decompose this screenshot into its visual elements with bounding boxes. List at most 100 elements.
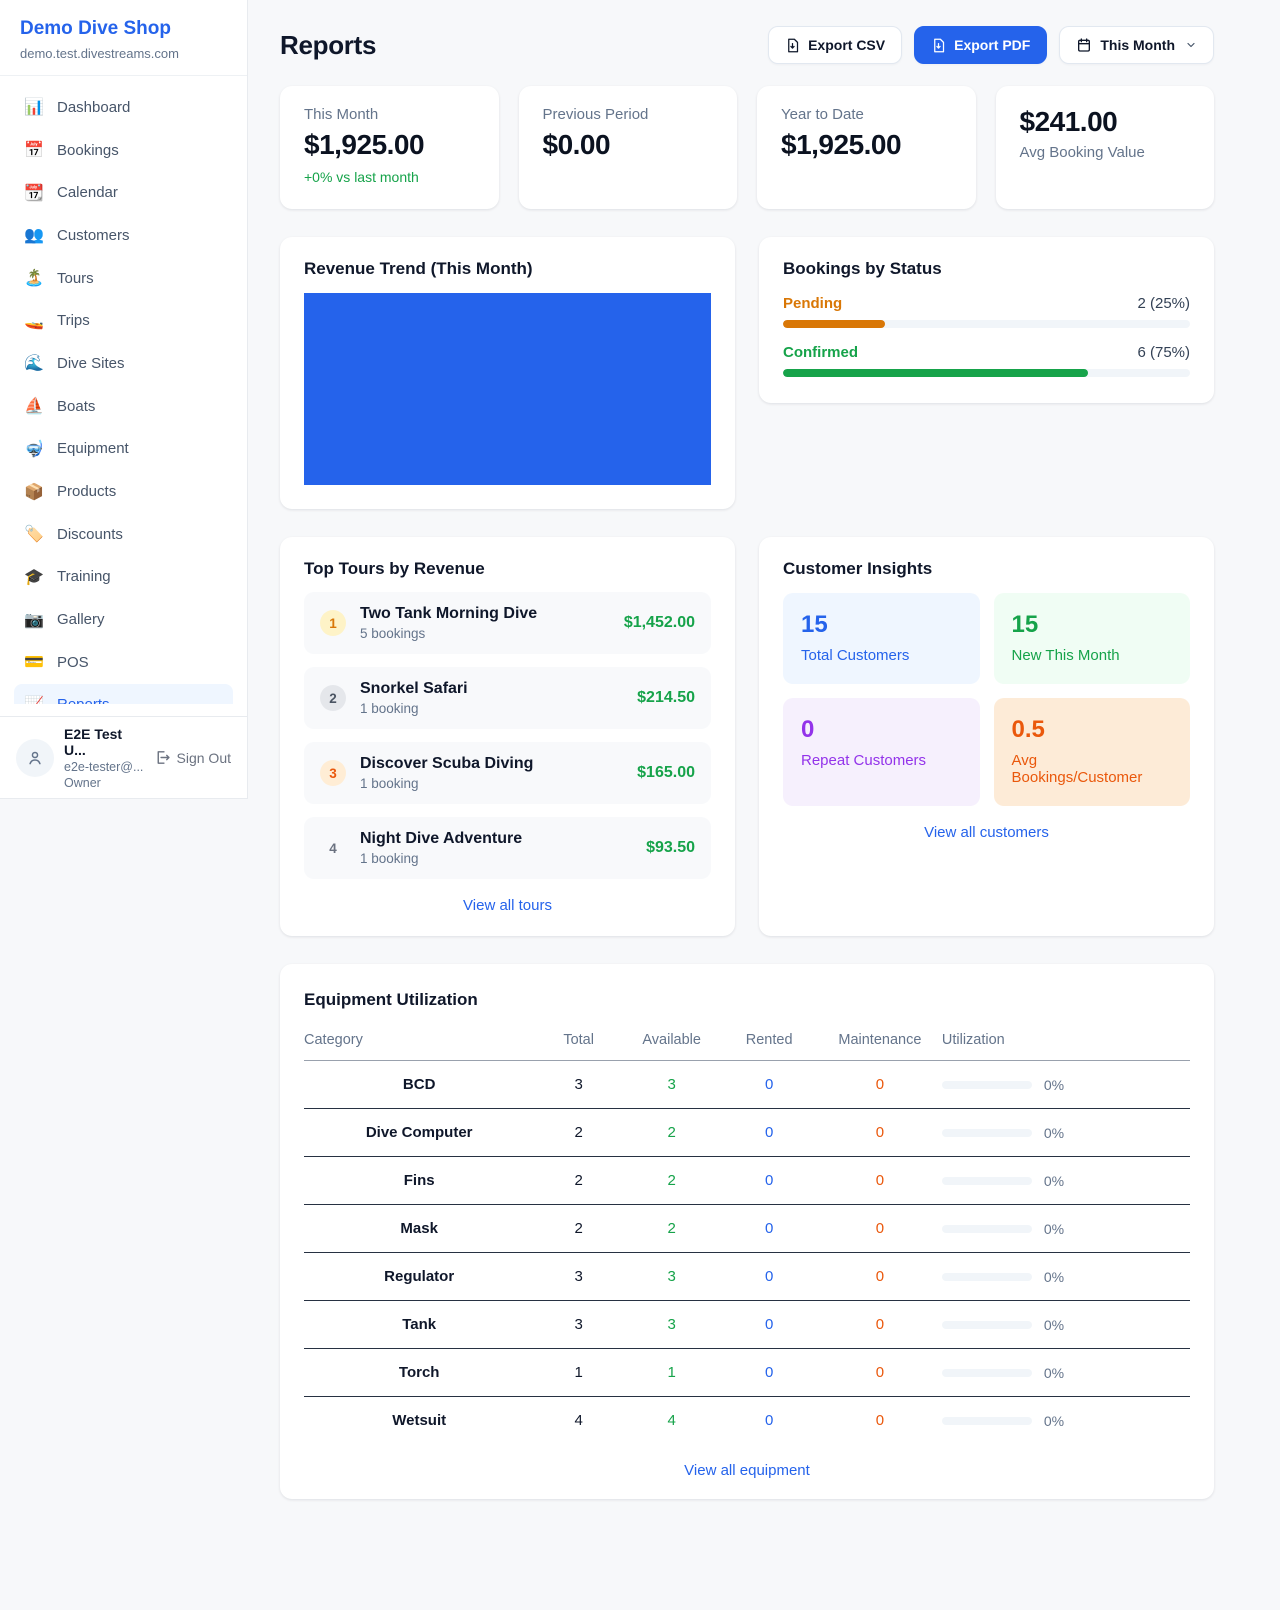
cell-rented: 0	[720, 1348, 818, 1397]
user-meta: E2E Test U... e2e-tester@... Owner	[64, 726, 144, 790]
tour-name: Night Dive Adventure	[360, 830, 523, 847]
page-header: Reports Export CSV Export PDF This Month	[280, 26, 1214, 64]
top-tours-title: Top Tours by Revenue	[304, 559, 485, 578]
sidebar-item-dive-sites[interactable]: 🌊 Dive Sites	[14, 342, 233, 385]
cell-available: 2	[622, 1156, 721, 1205]
cell-maintenance: 0	[817, 1156, 942, 1205]
sidebar-item-equipment[interactable]: 🤿 Equipment	[14, 428, 233, 471]
sidebar-item-discounts[interactable]: 🏷️ Discounts	[14, 513, 233, 556]
cell-available: 2	[622, 1108, 721, 1157]
equipment-utilization-title: Equipment Utilization	[304, 990, 478, 1009]
tile-value: 0.5	[1011, 716, 1045, 743]
sidebar-item-reports[interactable]: 📈 Reports	[14, 683, 233, 704]
sidebar-item-tours[interactable]: 🏝️ Tours	[14, 257, 233, 300]
utilization-bar	[941, 1272, 1032, 1281]
view-all-equipment-link[interactable]: View all equipment	[684, 1462, 810, 1479]
tour-revenue: $93.50	[646, 839, 695, 856]
stat-delta: +0% vs last month	[304, 169, 419, 185]
tour-name: Two Tank Morning Dive	[360, 605, 538, 622]
insight-tiles: 15 Total Customers 15 New This Month 0 R…	[783, 593, 1190, 806]
table-header-row: Category Total Available Rented Maintena…	[304, 1026, 1190, 1061]
utilization-bar	[941, 1128, 1032, 1137]
cell-available: 2	[622, 1204, 721, 1253]
sidebar-item-gallery[interactable]: 📷 Gallery	[14, 598, 233, 641]
cell-category: BCD	[304, 1060, 535, 1109]
sidebar-item-label: Equipment	[57, 440, 129, 458]
cell-total: 3	[534, 1300, 623, 1349]
file-icon	[934, 38, 945, 52]
sidebar-item-label: Tours	[57, 269, 94, 287]
stat-card-this-month: This Month $1,925.00 +0% vs last month	[280, 86, 499, 209]
sidebar-user-panel: E2E Test U... e2e-tester@... Owner Sign …	[0, 716, 247, 798]
stat-card-previous-period: Previous Period $0.00	[518, 86, 737, 209]
stat-value: $1,925.00	[781, 129, 902, 160]
table-row: Wetsuit 4 4 0 0 0%	[304, 1397, 1190, 1445]
avatar	[16, 738, 54, 777]
col-total: Total	[534, 1026, 623, 1061]
calendar-icon	[1078, 38, 1091, 52]
tile-value: 15	[801, 611, 828, 638]
cell-total: 2	[534, 1156, 623, 1205]
calendar-icon: 📆	[24, 184, 44, 202]
cell-category: Mask	[304, 1204, 535, 1253]
tag-icon: 🏷️	[24, 526, 44, 544]
rank-badge: 1	[320, 610, 346, 636]
status-count: 2 (25%)	[1137, 295, 1190, 312]
rank-badge: 2	[320, 685, 346, 711]
sidebar-item-training[interactable]: 🎓 Training	[14, 556, 233, 599]
sidebar-item-customers[interactable]: 👥 Customers	[14, 214, 233, 257]
utilization-bar	[941, 1368, 1032, 1377]
view-all-customers-link[interactable]: View all customers	[924, 824, 1049, 841]
stat-value: $241.00	[1019, 106, 1118, 137]
cell-total: 1	[534, 1348, 623, 1397]
user-email: e2e-tester@...	[64, 759, 144, 774]
progress-track	[783, 369, 1190, 377]
view-all-tours-link[interactable]: View all tours	[463, 897, 552, 914]
sidebar-item-products[interactable]: 📦 Products	[14, 470, 233, 513]
sidebar-item-label: Dive Sites	[57, 354, 125, 372]
tile-value: 15	[1011, 611, 1039, 638]
status-label: Pending	[783, 295, 843, 312]
export-pdf-button[interactable]: Export PDF	[914, 26, 1048, 64]
sidebar-item-dashboard[interactable]: 📊 Dashboard	[14, 86, 233, 129]
tile-label: Total Customers	[801, 647, 910, 664]
bookings-by-status-title: Bookings by Status	[783, 259, 942, 278]
export-csv-button[interactable]: Export CSV	[768, 26, 903, 64]
col-category: Category	[304, 1026, 535, 1061]
cell-category: Regulator	[304, 1252, 535, 1301]
main-content: Reports Export CSV Export PDF This Month	[248, 0, 1280, 1543]
sign-out-button[interactable]: Sign Out	[154, 749, 231, 766]
cell-total: 4	[574, 1412, 583, 1429]
customer-insights-card: Customer Insights 15 Total Customers 15 …	[759, 537, 1214, 936]
equipment-utilization-card: Equipment Utilization Category Total Ava…	[280, 964, 1214, 1499]
period-dropdown[interactable]: This Month	[1059, 26, 1214, 64]
utilization-bar	[941, 1416, 1032, 1425]
sidebar-item-label: POS	[57, 653, 89, 671]
sidebar-item-pos[interactable]: 💳 POS	[14, 641, 233, 684]
tour-row-3[interactable]: 3 Discover Scuba Diving 1 booking $165.0…	[304, 742, 711, 804]
sidebar-item-label: Discounts	[57, 525, 123, 543]
utilization-percent: 0%	[1043, 1124, 1065, 1141]
cell-total: 3	[534, 1060, 623, 1109]
table-row: Regulator 3 3 0 0 0%	[304, 1252, 1190, 1301]
progress-track	[783, 320, 1190, 328]
rank-badge: 4	[329, 840, 337, 856]
sidebar-item-label: Products	[57, 483, 117, 501]
sidebar-item-bookings[interactable]: 📅 Bookings	[14, 129, 233, 172]
cell-maintenance: 0	[817, 1204, 942, 1253]
sidebar-item-boats[interactable]: ⛵ Boats	[14, 385, 233, 428]
utilization-percent: 0%	[1043, 1268, 1065, 1285]
sidebar-item-calendar[interactable]: 📆 Calendar	[14, 171, 233, 214]
cell-rented: 0	[720, 1060, 818, 1109]
tour-row-1[interactable]: 1 Two Tank Morning Dive 5 bookings $1,45…	[304, 592, 711, 654]
sailboat-icon: ⛵	[24, 398, 44, 416]
tour-row-2[interactable]: 2 Snorkel Safari 1 booking $214.50	[304, 667, 711, 729]
sidebar-item-trips[interactable]: 🚤 Trips	[14, 299, 233, 342]
col-available: Available	[622, 1026, 721, 1061]
cell-category: Torch	[304, 1348, 535, 1397]
table-row: Tank 3 3 0 0 0%	[304, 1300, 1190, 1349]
utilization-percent: 0%	[1043, 1220, 1065, 1237]
sidebar-item-label: Gallery	[57, 611, 105, 629]
table-row: Mask 2 2 0 0 0%	[304, 1204, 1190, 1253]
tour-row-4[interactable]: 4 Night Dive Adventure 1 booking $93.50	[304, 817, 711, 879]
